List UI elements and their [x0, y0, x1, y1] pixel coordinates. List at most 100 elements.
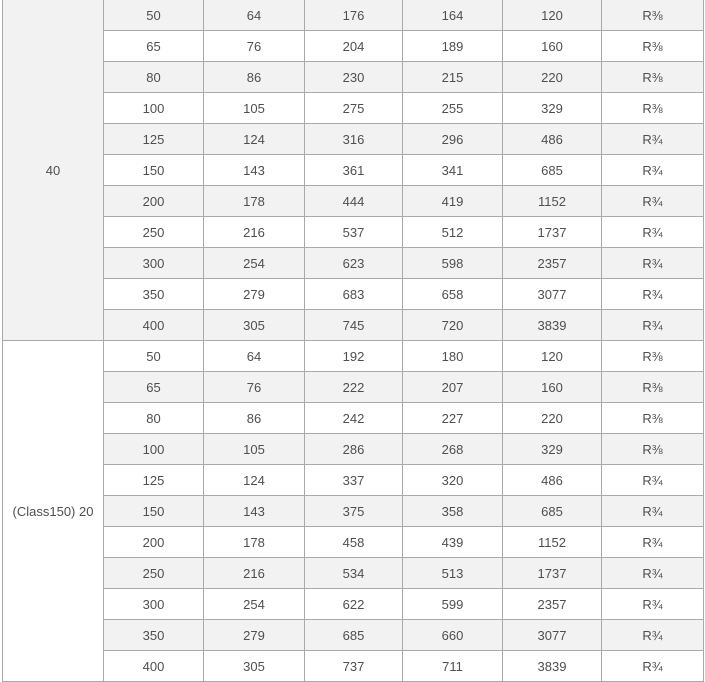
table-cell: 180: [402, 340, 503, 372]
table-cell: 534: [304, 557, 403, 589]
table-row: 150 143 361 341 685 R¾: [3, 154, 704, 186]
table-row: 100 105 275 255 329 R⅜: [3, 92, 704, 124]
table-cell: 250: [103, 216, 204, 248]
table-cell: 254: [203, 247, 305, 279]
table-cell: R¾: [601, 154, 704, 186]
table-cell: 164: [402, 0, 503, 31]
table-cell: R¾: [601, 247, 704, 279]
table-cell: 250: [103, 557, 204, 589]
table-cell: 400: [103, 650, 204, 682]
table-cell: 222: [304, 371, 403, 403]
table-cell: 268: [402, 433, 503, 465]
table-cell: 486: [502, 464, 602, 496]
table-cell: 2357: [502, 247, 602, 279]
table-cell: 599: [402, 588, 503, 620]
table-cell: 1737: [502, 557, 602, 589]
table-cell: R¾: [601, 619, 704, 651]
table-cell: 300: [103, 247, 204, 279]
table-cell: 216: [203, 216, 305, 248]
table-row: 100 105 286 268 329 R⅜: [3, 433, 704, 465]
table-cell: 125: [103, 123, 204, 155]
table-cell: 189: [402, 30, 503, 62]
table-cell: 361: [304, 154, 403, 186]
group-label-cell: 40: [2, 0, 104, 341]
table-cell: 150: [103, 154, 204, 186]
table-cell: 100: [103, 433, 204, 465]
table-cell: R¾: [601, 650, 704, 682]
table-cell: 358: [402, 495, 503, 527]
table-row: 300 254 622 599 2357 R¾: [3, 588, 704, 620]
table-cell: 215: [402, 61, 503, 93]
table-cell: 76: [203, 30, 305, 62]
table-cell: 622: [304, 588, 403, 620]
table-cell: R¾: [601, 278, 704, 310]
table-row: 350 279 685 660 3077 R¾: [3, 619, 704, 651]
table-cell: 439: [402, 526, 503, 558]
table-cell: 375: [304, 495, 403, 527]
table-cell: 125: [103, 464, 204, 496]
table-cell: 76: [203, 371, 305, 403]
table-cell: 316: [304, 123, 403, 155]
table-cell: 1152: [502, 526, 602, 558]
table-cell: 220: [502, 402, 602, 434]
table-cell: 341: [402, 154, 503, 186]
table-cell: 1152: [502, 185, 602, 217]
table-cell: R⅜: [601, 340, 704, 372]
table-cell: 444: [304, 185, 403, 217]
table-cell: R⅜: [601, 92, 704, 124]
table-cell: 337: [304, 464, 403, 496]
table-cell: 176: [304, 0, 403, 31]
table-row: 250 216 537 512 1737 R¾: [3, 216, 704, 248]
table-cell: R¾: [601, 123, 704, 155]
table-row: 250 216 534 513 1737 R¾: [3, 557, 704, 589]
table-cell: R⅜: [601, 371, 704, 403]
table-row: 65 76 222 207 160 R⅜: [3, 371, 704, 403]
table-cell: 275: [304, 92, 403, 124]
table-cell: 279: [203, 619, 305, 651]
table-cell: 737: [304, 650, 403, 682]
table-cell: 100: [103, 92, 204, 124]
table-cell: R⅜: [601, 433, 704, 465]
table-cell: 230: [304, 61, 403, 93]
table-cell: 143: [203, 495, 305, 527]
table-cell: 200: [103, 526, 204, 558]
table-cell: 300: [103, 588, 204, 620]
table-cell: 86: [203, 61, 305, 93]
table-cell: 124: [203, 123, 305, 155]
table-group: (Class150) 20 50 64 192 180 120 R⅜ 65 76 222 207 16…: [2, 340, 704, 682]
table-cell: 204: [304, 30, 403, 62]
table-cell: 720: [402, 309, 503, 341]
table-cell: 220: [502, 61, 602, 93]
table-cell: 120: [502, 0, 602, 31]
table-cell: 160: [502, 30, 602, 62]
table-row: 400 305 737 711 3839 R¾: [3, 650, 704, 682]
table-cell: R¾: [601, 588, 704, 620]
table-cell: 255: [402, 92, 503, 124]
table-cell: 192: [304, 340, 403, 372]
table-cell: 513: [402, 557, 503, 589]
table-cell: 486: [502, 123, 602, 155]
table-cell: 120: [502, 340, 602, 372]
table-cell: 279: [203, 278, 305, 310]
table-cell: 512: [402, 216, 503, 248]
table-cell: 320: [402, 464, 503, 496]
table-row: 200 178 458 439 1152 R¾: [3, 526, 704, 558]
table-row: 40 50 64 176 164 120 R⅜: [2, 0, 704, 341]
table-row: 125 124 316 296 486 R¾: [3, 123, 704, 155]
table-cell: 50: [103, 0, 204, 31]
table-cell: 143: [203, 154, 305, 186]
table-row: 150 143 375 358 685 R¾: [3, 495, 704, 527]
table-cell: R¾: [601, 495, 704, 527]
table-cell: 207: [402, 371, 503, 403]
table-cell: 2357: [502, 588, 602, 620]
table-row: 65 76 204 189 160 R⅜: [3, 30, 704, 62]
table-cell: 105: [203, 92, 305, 124]
table-cell: R¾: [601, 526, 704, 558]
table-cell: 329: [502, 92, 602, 124]
table-cell: 685: [304, 619, 403, 651]
table-row: (Class150) 20 50 64 192 180 120 R⅜: [2, 340, 704, 682]
table-cell: 200: [103, 185, 204, 217]
table-cell: 178: [203, 185, 305, 217]
